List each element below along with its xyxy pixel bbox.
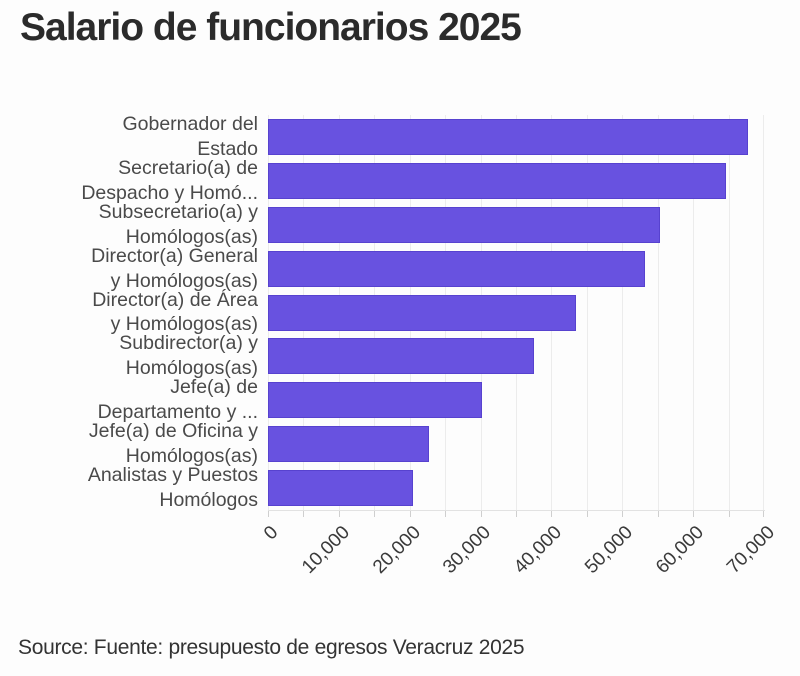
bar-1 xyxy=(268,162,726,199)
bar-3 xyxy=(268,250,645,287)
x-tick-label-4: 40,000 xyxy=(510,522,567,578)
gridline xyxy=(586,115,588,510)
x-tick-label-6: 60,000 xyxy=(652,522,709,578)
bar-0 xyxy=(268,118,749,155)
x-tick xyxy=(374,511,376,517)
x-tick-label-3: 30,000 xyxy=(439,522,496,578)
y-axis-labels: Gobernador del Estado Secretario(a) de De… xyxy=(0,112,258,512)
x-tick xyxy=(657,511,659,517)
x-tick xyxy=(445,511,447,517)
category-label-5: Subdirector(a) y Homólogos(as) xyxy=(119,332,258,380)
x-tick xyxy=(303,511,305,517)
x-tick xyxy=(763,511,764,517)
category-label-0: Gobernador del Estado xyxy=(122,112,258,160)
x-tick xyxy=(268,511,269,517)
x-tick xyxy=(728,511,730,517)
bar-4 xyxy=(268,294,576,331)
bar-7 xyxy=(268,426,429,463)
category-label-4: Director(a) de Área y Homólogos(as) xyxy=(92,288,258,336)
category-label-7: Jefe(a) de Oficina y Homólogos(as) xyxy=(88,420,258,468)
bar-2 xyxy=(268,206,660,243)
plot-area xyxy=(268,115,764,510)
x-tick xyxy=(551,511,553,517)
salary-bar-chart: Salario de funcionarios 2025 Gobernador … xyxy=(0,6,779,620)
category-label-8: Analistas y Puestos Homólogos xyxy=(87,464,258,512)
gridline xyxy=(763,115,764,510)
gridline xyxy=(657,115,659,510)
x-axis-line xyxy=(268,510,765,511)
x-tick xyxy=(409,511,411,517)
gridline xyxy=(728,115,730,510)
x-tick xyxy=(693,511,695,517)
gridline xyxy=(622,115,624,510)
category-label-3: Director(a) General y Homólogos(as) xyxy=(91,244,258,292)
category-label-6: Jefe(a) de Departamento y ... xyxy=(97,376,258,424)
bar-6 xyxy=(268,382,482,419)
chart-title: Salario de funcionarios 2025 xyxy=(20,6,522,49)
category-label-1: Secretario(a) de Despacho y Homó... xyxy=(81,156,258,204)
x-tick-label-7: 70,000 xyxy=(722,522,779,578)
gridline xyxy=(693,115,695,510)
x-tick xyxy=(586,511,588,517)
category-label-2: Subsecretario(a) y Homólogos(as) xyxy=(98,200,258,248)
x-tick-label-1: 10,000 xyxy=(297,522,354,578)
x-axis: 0 10,000 20,000 30,000 40,000 50,000 60,000 70,… xyxy=(261,510,779,620)
source-note: Source: Fuente: presupuesto de egresos V… xyxy=(18,636,525,659)
bar-8 xyxy=(268,470,413,507)
x-tick xyxy=(516,511,517,517)
x-tick xyxy=(480,511,482,517)
x-tick-label-0: 0 xyxy=(260,522,283,545)
x-tick-label-2: 20,000 xyxy=(368,522,425,578)
x-tick xyxy=(338,511,340,517)
x-tick-label-5: 50,000 xyxy=(581,522,638,578)
bar-5 xyxy=(268,338,534,375)
x-tick xyxy=(622,511,624,517)
